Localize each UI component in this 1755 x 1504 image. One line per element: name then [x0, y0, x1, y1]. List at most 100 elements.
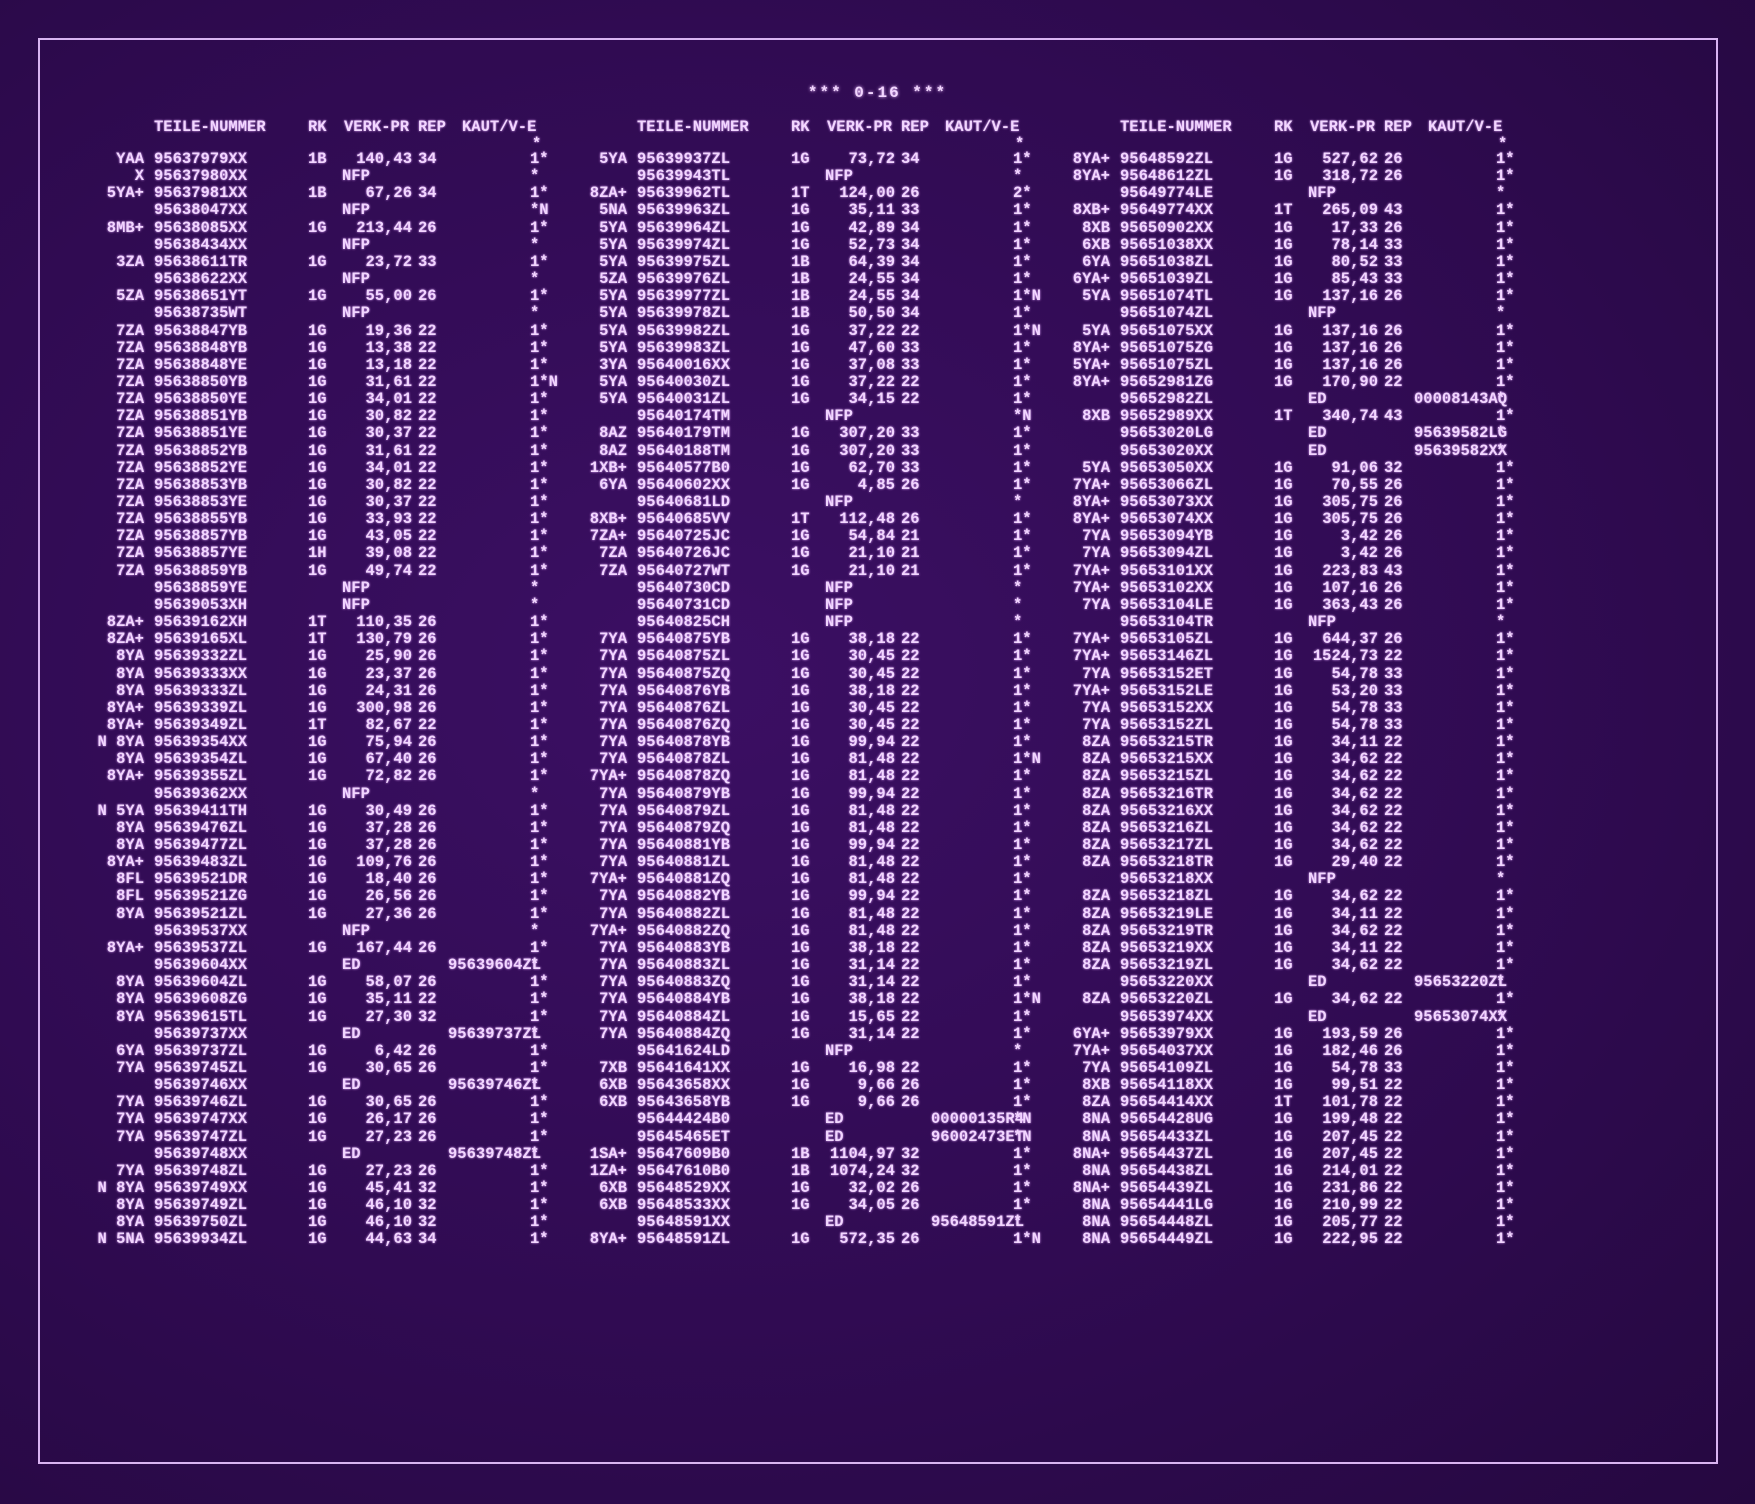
header-cell: KAUT/V-E	[462, 118, 537, 136]
rep-code: 22	[901, 836, 920, 854]
price: 34,62	[1331, 921, 1378, 940]
class-code: 7YA	[599, 853, 627, 872]
price: NFP	[825, 578, 853, 597]
rk-code: 1G	[791, 818, 810, 837]
part-number: 95637981XX	[154, 184, 248, 203]
rep-code: 26	[901, 184, 920, 203]
class-code: 8MB+	[106, 218, 144, 237]
price: NFP	[342, 201, 370, 220]
header-cell: KAUT/V-E	[1428, 118, 1503, 136]
rk-code: 1G	[1274, 1110, 1293, 1129]
rep-code: 33	[1384, 252, 1403, 271]
price: ED	[1308, 973, 1327, 992]
rep-code: 21	[901, 527, 920, 546]
class-code: 8XB	[1082, 407, 1110, 426]
rep-code: 26	[418, 1041, 437, 1060]
part-number: 95640879ZL	[637, 801, 731, 820]
rep-code: 26	[1384, 544, 1403, 563]
rk-code: 1G	[1274, 801, 1293, 820]
quantity-flag: 1*	[1013, 1093, 1032, 1112]
quantity-flag: 1*	[1496, 836, 1515, 854]
quantity-flag: *N	[1013, 1127, 1032, 1146]
rep-code: 34	[901, 270, 920, 289]
price: 572,35	[839, 1230, 895, 1249]
quantity-flag: *	[530, 595, 540, 614]
rep-code: 32	[901, 1161, 920, 1180]
price: 82,67	[365, 715, 412, 734]
quantity-flag: 1*	[530, 613, 549, 632]
part-number: 95639976ZL	[637, 270, 731, 289]
class-code: 7ZA+	[589, 527, 627, 546]
price: 54,84	[848, 527, 895, 546]
class-code: 7YA	[1082, 544, 1110, 563]
part-number: 95654449ZL	[1120, 1230, 1214, 1249]
quantity-flag: 1*	[530, 1058, 549, 1077]
quantity-flag: 1*	[1013, 201, 1032, 220]
price: 38,18	[848, 938, 895, 957]
part-number: 95638085XX	[154, 218, 248, 237]
rep-code: 32	[418, 1007, 437, 1026]
class-code: 7YA+	[1072, 630, 1110, 649]
class-code: 6YA	[1082, 252, 1110, 271]
rk-code: 1G	[1274, 475, 1293, 494]
quantity-flag: 1*	[530, 767, 549, 786]
class-code: 8ZA	[1082, 784, 1110, 803]
part-number: 95639737ZL	[154, 1041, 248, 1060]
class-code: 7YA	[599, 664, 627, 683]
rep-code: 22	[901, 390, 920, 409]
quantity-flag: 1*	[1496, 767, 1515, 786]
rep-code: 26	[418, 647, 437, 666]
rk-code: 1G	[1274, 287, 1293, 306]
class-code: 5NA	[599, 201, 627, 220]
class-code: 7YA	[599, 973, 627, 992]
price: 340,74	[1322, 407, 1378, 426]
price: 81,48	[848, 750, 895, 769]
part-number: 95638434XX	[154, 235, 248, 254]
price: 3,42	[1340, 544, 1378, 563]
rep-code: 26	[1384, 1024, 1403, 1043]
quantity-flag: 1*	[530, 1196, 549, 1215]
rep-code: 34	[418, 1230, 437, 1249]
price: 27,36	[365, 904, 412, 923]
rk-code: 1G	[791, 647, 810, 666]
price: 34,62	[1331, 836, 1378, 854]
class-code: 7YA	[1082, 664, 1110, 683]
quantity-flag: 1*	[1496, 407, 1515, 426]
rk-code: 1G	[791, 1058, 810, 1077]
rep-code: 22	[418, 338, 437, 357]
class-code: 8NA+	[1072, 1179, 1110, 1197]
price: NFP	[825, 407, 853, 426]
rep-code: 33	[1384, 235, 1403, 254]
part-number: 95653152ZL	[1120, 715, 1214, 734]
quantity-flag: 1*	[1496, 1213, 1515, 1232]
part-number: 95639982ZL	[637, 321, 731, 340]
rk-code: 1G	[308, 355, 327, 374]
class-code: 7YA+	[589, 921, 627, 940]
quantity-flag: *	[530, 1076, 540, 1095]
rk-code: 1H	[308, 544, 327, 563]
rep-code: 32	[901, 1144, 920, 1163]
part-number: 95653020LG	[1120, 424, 1214, 443]
quantity-flag: 1*	[1013, 1144, 1032, 1163]
price: NFP	[1308, 613, 1336, 632]
rk-code: 1G	[791, 630, 810, 649]
price: 49,74	[365, 561, 412, 580]
quantity-flag: 1*	[530, 1041, 549, 1060]
class-code: 5YA	[599, 304, 627, 323]
class-code: 6YA	[599, 475, 627, 494]
rk-code: 1G	[791, 715, 810, 734]
class-code: 6YA+	[1072, 1024, 1110, 1043]
class-code: 1XB+	[589, 458, 627, 477]
part-number: 95640188TM	[637, 441, 731, 460]
rep-code: 22	[418, 441, 437, 460]
price: 38,18	[848, 681, 895, 700]
price: NFP	[825, 167, 853, 186]
price: 55,00	[365, 287, 412, 306]
price: NFP	[825, 595, 853, 614]
class-code: 7YA	[116, 1127, 144, 1146]
part-number: 95638859YB	[154, 561, 248, 580]
rk-code: 1G	[308, 458, 327, 477]
price: NFP	[342, 167, 370, 186]
rep-code: 43	[1384, 201, 1403, 220]
rk-code: 1G	[791, 561, 810, 580]
